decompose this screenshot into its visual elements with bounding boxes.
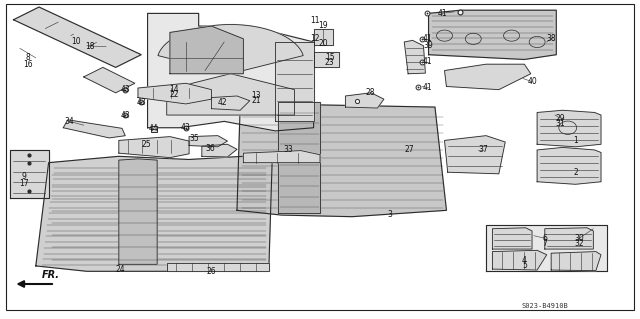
Text: 41: 41: [422, 57, 432, 66]
Text: 37: 37: [479, 145, 488, 154]
Text: 8: 8: [25, 53, 30, 62]
Polygon shape: [445, 64, 531, 90]
Text: 5: 5: [522, 261, 527, 271]
Text: 30: 30: [575, 234, 584, 243]
Text: 17: 17: [19, 179, 29, 188]
Text: 18: 18: [85, 42, 95, 51]
Polygon shape: [314, 29, 333, 45]
Polygon shape: [492, 250, 547, 270]
Text: 42: 42: [218, 99, 228, 108]
Text: 31: 31: [556, 119, 565, 129]
Polygon shape: [189, 136, 227, 147]
Text: 32: 32: [575, 239, 584, 248]
Text: 43: 43: [120, 111, 130, 120]
Text: 43: 43: [120, 85, 130, 94]
Polygon shape: [346, 93, 384, 108]
Text: 9: 9: [21, 173, 26, 182]
Polygon shape: [167, 263, 269, 271]
Text: 20: 20: [318, 39, 328, 48]
Polygon shape: [314, 51, 339, 67]
Polygon shape: [492, 228, 532, 249]
Polygon shape: [551, 252, 601, 271]
Polygon shape: [237, 102, 447, 217]
Text: 6: 6: [542, 234, 547, 243]
Polygon shape: [119, 137, 189, 158]
Text: 1: 1: [573, 136, 578, 145]
Polygon shape: [211, 96, 250, 110]
Polygon shape: [275, 42, 314, 122]
Text: 11: 11: [310, 16, 319, 25]
Text: 12: 12: [310, 34, 319, 43]
Text: 43: 43: [136, 98, 146, 107]
Polygon shape: [138, 83, 211, 104]
Polygon shape: [243, 151, 320, 163]
Text: 25: 25: [141, 140, 151, 149]
Text: 35: 35: [189, 134, 199, 143]
Text: 43: 43: [181, 123, 191, 132]
Polygon shape: [84, 67, 135, 93]
Polygon shape: [486, 225, 607, 271]
Text: 7: 7: [542, 239, 547, 248]
Polygon shape: [148, 13, 314, 131]
Text: 13: 13: [252, 92, 261, 100]
Polygon shape: [537, 147, 601, 184]
Text: 15: 15: [324, 53, 334, 62]
Text: 38: 38: [547, 34, 556, 43]
Text: 39: 39: [424, 41, 433, 50]
Text: 27: 27: [404, 145, 414, 154]
Text: 3: 3: [388, 210, 393, 219]
Text: 41: 41: [422, 34, 432, 43]
Polygon shape: [158, 25, 303, 115]
Text: 28: 28: [365, 88, 374, 97]
Polygon shape: [13, 7, 141, 67]
Text: 41: 41: [422, 83, 432, 92]
Polygon shape: [429, 10, 556, 59]
Polygon shape: [278, 102, 320, 213]
Text: 34: 34: [65, 117, 74, 126]
Text: 21: 21: [252, 96, 261, 105]
Text: 19: 19: [318, 21, 328, 30]
Text: 16: 16: [22, 60, 33, 69]
Text: 40: 40: [527, 77, 537, 86]
Polygon shape: [36, 156, 272, 271]
Text: 26: 26: [207, 267, 216, 276]
Text: 41: 41: [438, 9, 447, 18]
Polygon shape: [202, 144, 237, 157]
Text: 29: 29: [556, 114, 565, 123]
Text: FR.: FR.: [42, 270, 60, 280]
Text: S023-B4910B: S023-B4910B: [522, 303, 568, 309]
Polygon shape: [545, 228, 593, 249]
Text: 33: 33: [283, 145, 293, 154]
Polygon shape: [445, 136, 505, 174]
Polygon shape: [537, 110, 601, 147]
Text: 24: 24: [116, 264, 125, 274]
Polygon shape: [404, 41, 426, 74]
Polygon shape: [10, 150, 49, 197]
Text: 14: 14: [170, 85, 179, 94]
Polygon shape: [119, 159, 157, 264]
Text: 22: 22: [170, 90, 179, 99]
Text: 36: 36: [205, 144, 215, 153]
Text: 44: 44: [149, 124, 159, 133]
Text: 4: 4: [522, 256, 527, 265]
Polygon shape: [63, 120, 125, 138]
Polygon shape: [170, 26, 243, 74]
Text: 10: 10: [71, 38, 81, 47]
Text: 23: 23: [324, 58, 334, 67]
Text: 2: 2: [573, 168, 578, 177]
